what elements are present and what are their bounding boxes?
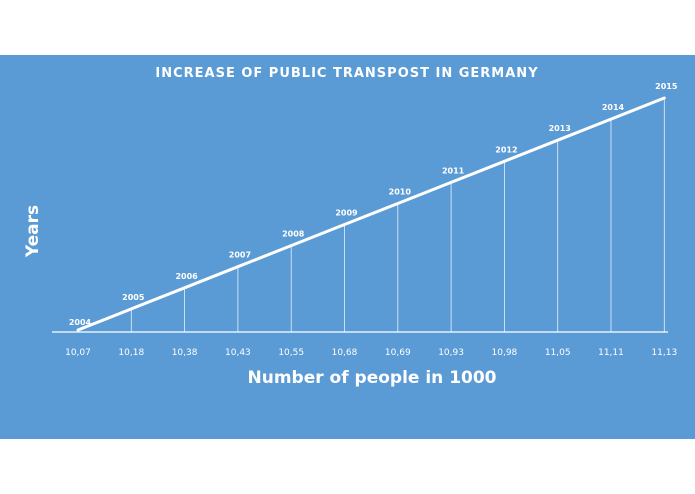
- x-tick-label: 10,07: [65, 348, 91, 358]
- data-label: 2013: [549, 124, 571, 133]
- data-labels: 2004 2005 2006 2007 2008 2009 2010 2011 2012 2013…: [69, 82, 678, 327]
- chart-svg: INCREASE OF PUBLIC TRANSPOST IN GERMANY …: [23, 66, 678, 388]
- data-label: 2011: [442, 166, 465, 175]
- x-tick-label: 10,69: [385, 348, 411, 358]
- x-tick-label: 11,05: [545, 348, 571, 358]
- x-tick-label: 10,43: [225, 348, 251, 358]
- x-tick-label: 10,38: [172, 348, 198, 358]
- chart-title: INCREASE OF PUBLIC TRANSPOST IN GERMANY: [155, 66, 538, 81]
- data-label: 2009: [335, 209, 358, 218]
- x-tick-label: 10,98: [492, 348, 518, 358]
- x-tick-label: 10,93: [438, 348, 464, 358]
- x-axis-title: Number of people in 1000: [247, 368, 496, 388]
- data-label: 2012: [495, 145, 517, 154]
- data-label: 2014: [602, 103, 625, 112]
- data-label: 2008: [282, 230, 305, 239]
- y-axis-title: Years: [23, 205, 43, 258]
- x-tick-label: 11,13: [651, 348, 677, 358]
- data-label: 2010: [389, 188, 412, 197]
- data-label: 2004: [69, 318, 92, 327]
- x-tick-label: 11,11: [598, 348, 624, 358]
- tick-labels: 10,07 10,18 10,38 10,43 10,55 10,68 10,69 10,93…: [65, 348, 677, 358]
- series-line: [76, 96, 666, 332]
- x-tick-label: 10,55: [278, 348, 304, 358]
- x-tick-label: 10,18: [118, 348, 144, 358]
- chart-panel: INCREASE OF PUBLIC TRANSPOST IN GERMANY …: [0, 55, 695, 439]
- data-label: 2006: [175, 272, 198, 281]
- data-label: 2005: [122, 293, 145, 302]
- x-tick-label: 10,68: [332, 348, 358, 358]
- data-label: 2007: [229, 251, 251, 260]
- data-label: 2015: [655, 82, 678, 91]
- drop-lines: [130, 98, 665, 332]
